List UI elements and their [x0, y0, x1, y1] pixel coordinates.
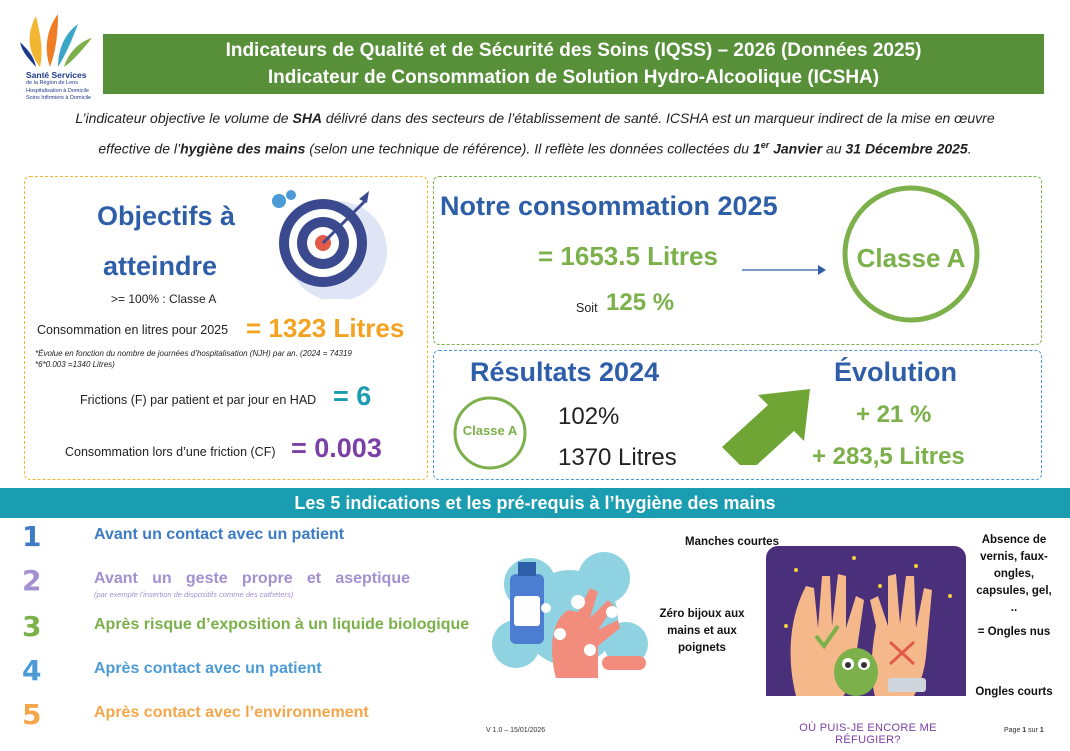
conso-note: *Évolue en fonction du nombre de journée… — [35, 349, 352, 358]
header-subtitle: Indicateur de Consommation de Solution H… — [267, 67, 880, 88]
prereq-absence: Absence de vernis, faux-ongles, capsules… — [976, 534, 1052, 614]
logo-name: Santé Services — [26, 70, 87, 80]
intro-text: au — [822, 140, 846, 157]
header-title: Indicateurs de Qualité et de Sécurité de… — [225, 40, 922, 61]
cf-label: Consommation lors d’une friction (CF) — [65, 445, 276, 459]
cf-value: = 0.003 — [291, 433, 382, 463]
intro-text: effective de l’ — [98, 140, 181, 157]
indications-title: Les 5 indications et les pré-requis à l’… — [0, 488, 1070, 518]
objectifs-box: Objectifs à atteindre >= 100% : Classe A… — [24, 176, 428, 480]
conso-label: Consommation en litres pour 2025 — [37, 323, 229, 337]
intro-bold: Janvier — [769, 140, 823, 157]
objectifs-title-2: atteindre — [103, 251, 218, 281]
resultats-classe: Classe A — [462, 423, 518, 438]
indication-number: 2 — [22, 564, 42, 597]
version-label: V 1.0 – 15/01/2026 — [486, 727, 546, 734]
indication-num-4: 4 — [22, 654, 41, 687]
intro-text: L’indicateur objective le volume de — [75, 110, 293, 126]
frictions-value: = 6 — [333, 381, 372, 411]
indication-num-2: 2 — [22, 564, 41, 597]
logo-subtitle-2: Soins Infirmiers à Domicile — [26, 95, 92, 101]
handwash-illustration-icon — [492, 552, 648, 678]
consommation-value: = 1653.5 Litres — [538, 241, 718, 271]
intro-line-2: effective de l’hygiène des mains (selon … — [30, 140, 1040, 157]
page-text: Page — [1004, 727, 1023, 734]
indication-number: 5 — [22, 698, 42, 731]
indication-label-5: Après contact avec l’environnement — [94, 704, 369, 721]
hands-caption: OÙ PUIS-JE ENCORE ME RÉFUGIER? — [799, 722, 937, 746]
indication-num-1: 1 — [22, 520, 41, 553]
indication-label-3: Après risque d’exposition à un liquide b… — [94, 616, 470, 633]
logo-subtitle: Hospitalisation à Domicile — [26, 88, 89, 94]
indication-num-3: 3 — [22, 610, 41, 643]
frictions-label: Frictions (F) par patient et par jour en… — [80, 393, 317, 407]
intro-bold: 1 — [752, 140, 761, 157]
page-number: Page 1 sur 1 — [1004, 727, 1044, 734]
hands-illustration-icon — [766, 546, 966, 716]
resultats-classe-circle-icon — [453, 396, 527, 470]
prereq-bijoux: Zéro bijoux aux mains et aux poignets — [659, 608, 745, 654]
objectifs-title: Objectifs à — [97, 201, 236, 231]
intro-text: (selon une technique de référence). Il r… — [305, 140, 753, 157]
conso-value: = 1323 Litres — [246, 313, 405, 343]
intro-bold: SHA — [292, 110, 323, 126]
resultats-title: Résultats 2024 — [470, 357, 660, 387]
up-arrow-icon — [722, 389, 810, 465]
conso-note-2: *6*0.003 =1340 Litres) — [35, 360, 115, 369]
prereq-ongles-nus: = Ongles nus — [977, 626, 1051, 638]
evolution-title: Évolution — [834, 357, 957, 387]
target-icon — [272, 190, 387, 299]
evolution-pct: + 21 % — [856, 401, 932, 428]
logo-region: de la Région de Lens — [26, 80, 78, 86]
intro-text: délivré dans des secteurs de l’établisse… — [322, 110, 995, 126]
page-current: 1 — [1022, 727, 1027, 734]
consommation-title: Notre consommation 2025 — [440, 191, 778, 221]
intro-bold: hygiène des mains — [180, 140, 306, 157]
indication-number: 4 — [22, 654, 42, 687]
logo: Santé Services de la Région de Lens Hosp… — [20, 12, 100, 102]
arrow-right-icon — [742, 265, 826, 275]
indication-label-1: Avant un contact avec un patient — [94, 526, 345, 543]
resultats-box: Résultats 2024 Classe A 102% 1370 Litres… — [433, 350, 1042, 480]
intro-sup: er — [760, 140, 770, 150]
prereq-ongles-courts: Ongles courts — [975, 686, 1053, 698]
evolution-litres: + 283,5 Litres — [812, 443, 965, 470]
indication-number: 1 — [22, 520, 42, 553]
classe-a-circle-icon — [842, 185, 980, 323]
indication-label-2: Avant un geste propre et aseptique — [94, 570, 410, 587]
resultats-litres: 1370 Litres — [558, 444, 677, 471]
objectifs-threshold: >= 100% : Classe A — [111, 292, 217, 306]
indication-label-4: Après contact avec un patient — [94, 660, 322, 677]
intro-text: . — [967, 140, 972, 157]
indication-num-5: 5 — [22, 698, 41, 731]
indication-note-2: (par exemple l’insertion de dispositifs … — [94, 590, 294, 599]
intro-bold: 31 Décembre 2025 — [845, 140, 968, 157]
page-total: 1 — [1039, 727, 1044, 734]
resultats-pct: 102% — [558, 403, 620, 430]
logo-leaves-icon — [20, 14, 92, 67]
soit-value: 125 % — [606, 289, 675, 316]
classe-a-label: Classe A — [856, 243, 966, 273]
header-banner: Indicateurs de Qualité et de Sécurité de… — [103, 34, 1044, 94]
prereq-manches: Manches courtes — [685, 536, 779, 548]
soit-label: Soit — [576, 301, 598, 315]
intro-line-1: L’indicateur objective le volume de SHA … — [30, 110, 1040, 126]
page-text: sur — [1026, 727, 1040, 734]
indication-number: 3 — [22, 610, 42, 643]
consommation-box: Notre consommation 2025 = 1653.5 Litres … — [433, 176, 1042, 345]
